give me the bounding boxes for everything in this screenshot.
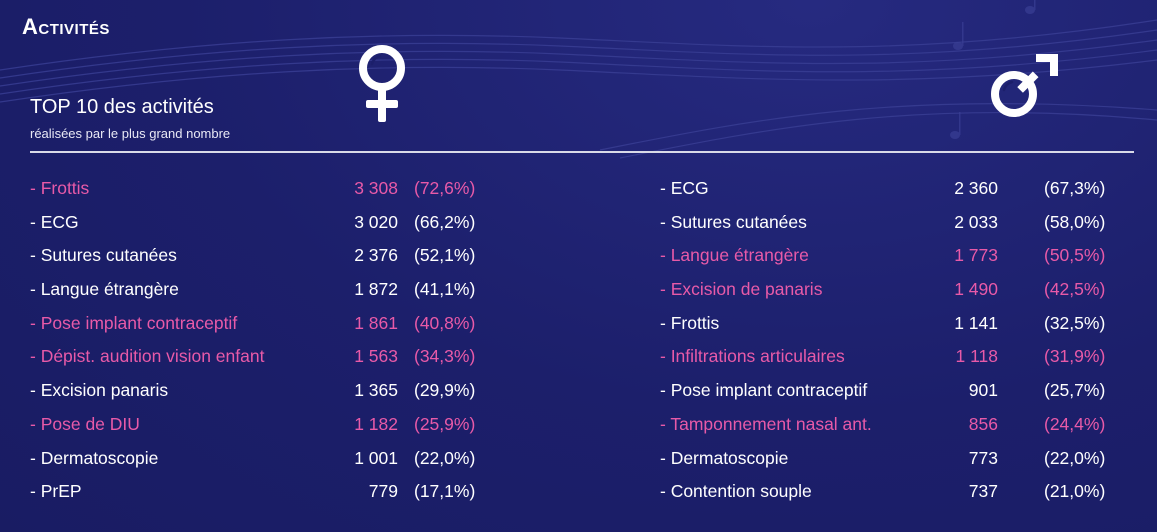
- section-title: Activités: [22, 14, 110, 39]
- activity-count: 1 773: [954, 245, 998, 266]
- activity-name: - Pose implant contraceptif: [30, 312, 238, 333]
- activity-name: - Sutures cutanées: [660, 211, 807, 232]
- activity-percent: (42,5%): [1044, 279, 1106, 300]
- activity-percent: (34,3%): [414, 346, 476, 367]
- activity-name: - Excision de panaris: [660, 279, 823, 300]
- activity-count: 3 020: [354, 211, 398, 232]
- activity-name: - Tamponnement nasal ant.: [660, 413, 872, 434]
- activity-name: - ECG: [660, 178, 709, 198]
- activity-name: - Frottis: [660, 312, 720, 333]
- activity-name: - Langue étrangère: [30, 279, 179, 300]
- male-activity-row: - ECG 2 360 (67,3%): [660, 178, 1140, 212]
- activity-percent: (29,9%): [414, 380, 476, 401]
- male-activity-row: - Sutures cutanées 2 033 (58,0%): [660, 212, 1140, 246]
- activity-name: - Sutures cutanées: [30, 245, 177, 266]
- activity-percent: (58,0%): [1044, 211, 1106, 232]
- activity-percent: (41,1%): [414, 279, 476, 300]
- activity-count: 2 376: [354, 245, 398, 266]
- activity-count: 773: [968, 447, 998, 468]
- female-activity-row: - Dépist. audition vision enfant 1 563 (34…: [30, 346, 550, 380]
- activity-count: 779: [368, 481, 398, 502]
- activity-percent: (52,1%): [414, 245, 476, 266]
- activity-percent: (40,8%): [414, 312, 476, 333]
- female-activities-list: - Frottis 3 308 (72,6%) - ECG 3 020 (66,2%) - …: [30, 178, 550, 515]
- activity-percent: (22,0%): [1044, 447, 1106, 468]
- music-staff-waves-decoration: [0, 0, 1157, 159]
- activity-name: - Infiltrations articulaires: [660, 346, 845, 367]
- top10-heading: TOP 10 des activités: [30, 96, 214, 118]
- activity-count: 901: [968, 380, 998, 401]
- activity-count: 1 182: [354, 413, 398, 434]
- female-activity-row: - Langue étrangère 1 872 (41,1%): [30, 279, 550, 313]
- activity-percent: (72,6%): [414, 178, 476, 198]
- male-activity-row: - Excision de panaris 1 490 (42,5%): [660, 279, 1140, 313]
- activity-count: 1 861: [354, 312, 398, 333]
- female-activity-row: - ECG 3 020 (66,2%): [30, 212, 550, 246]
- activity-count: 1 001: [354, 447, 398, 468]
- activity-name: - Dépist. audition vision enfant: [30, 346, 265, 367]
- activity-count: 2 360: [954, 178, 998, 198]
- activity-percent: (17,1%): [414, 481, 476, 502]
- male-symbol-icon: [991, 54, 1058, 117]
- activity-name: - ECG: [30, 211, 79, 232]
- activity-percent: (22,0%): [414, 447, 476, 468]
- activity-percent: (31,9%): [1044, 346, 1106, 367]
- activity-percent: (32,5%): [1044, 312, 1106, 333]
- female-activity-row: - Sutures cutanées 2 376 (52,1%): [30, 245, 550, 279]
- activity-name: - Pose implant contraceptif: [660, 380, 868, 401]
- male-activities-list: - ECG 2 360 (67,3%) - Sutures cutanées 2 033…: [660, 178, 1140, 515]
- activity-percent: (24,4%): [1044, 413, 1106, 434]
- activity-name: - Dermatoscopie: [30, 447, 159, 468]
- activity-count: 1 141: [954, 312, 998, 333]
- female-symbol-icon: [359, 45, 405, 122]
- activity-name: - Contention souple: [660, 481, 812, 502]
- activity-name: - Dermatoscopie: [660, 447, 789, 468]
- activity-percent: (67,3%): [1044, 178, 1106, 198]
- activity-name: - Pose de DIU: [30, 413, 140, 434]
- activity-percent: (25,9%): [414, 413, 476, 434]
- male-activity-row: - Tamponnement nasal ant. 856 (24,4%): [660, 414, 1140, 448]
- activity-name: - Frottis: [30, 178, 90, 198]
- female-activity-row: - Pose de DIU 1 182 (25,9%): [30, 414, 550, 448]
- activity-name: - Langue étrangère: [660, 245, 809, 266]
- male-activity-row: - Langue étrangère 1 773 (50,5%): [660, 245, 1140, 279]
- activity-count: 1 563: [354, 346, 398, 367]
- activity-count: 737: [968, 481, 998, 502]
- activity-percent: (25,7%): [1044, 380, 1106, 401]
- female-activity-row: - Frottis 3 308 (72,6%): [30, 178, 550, 212]
- activity-count: 856: [968, 413, 998, 434]
- activity-count: 1 872: [354, 279, 398, 300]
- male-activity-row: - Contention souple 737 (21,0%): [660, 481, 1140, 515]
- female-activity-row: - Pose implant contraceptif 1 861 (40,8%): [30, 313, 550, 347]
- male-activity-row: - Dermatoscopie 773 (22,0%): [660, 448, 1140, 482]
- male-activity-row: - Infiltrations articulaires 1 118 (31,9%): [660, 346, 1140, 380]
- female-activity-row: - Dermatoscopie 1 001 (22,0%): [30, 448, 550, 482]
- activity-percent: (66,2%): [414, 211, 476, 232]
- female-activity-row: - Excision panaris 1 365 (29,9%): [30, 380, 550, 414]
- divider-line: [30, 151, 1134, 153]
- activity-percent: (21,0%): [1044, 481, 1106, 502]
- male-activity-row: - Frottis 1 141 (32,5%): [660, 313, 1140, 347]
- activity-percent: (50,5%): [1044, 245, 1106, 266]
- top10-subheading: réalisées par le plus grand nombre: [30, 126, 231, 141]
- activity-count: 1 118: [955, 346, 999, 367]
- activity-count: 1 365: [354, 380, 398, 401]
- male-activity-row: - Pose implant contraceptif 901 (25,7%): [660, 380, 1140, 414]
- activity-name: - Excision panaris: [30, 380, 169, 401]
- female-activity-row: - PrEP 779 (17,1%): [30, 481, 550, 515]
- activity-count: 3 308: [354, 178, 398, 198]
- activity-count: 2 033: [954, 211, 998, 232]
- activity-name: - PrEP: [30, 481, 82, 502]
- activity-count: 1 490: [954, 279, 998, 300]
